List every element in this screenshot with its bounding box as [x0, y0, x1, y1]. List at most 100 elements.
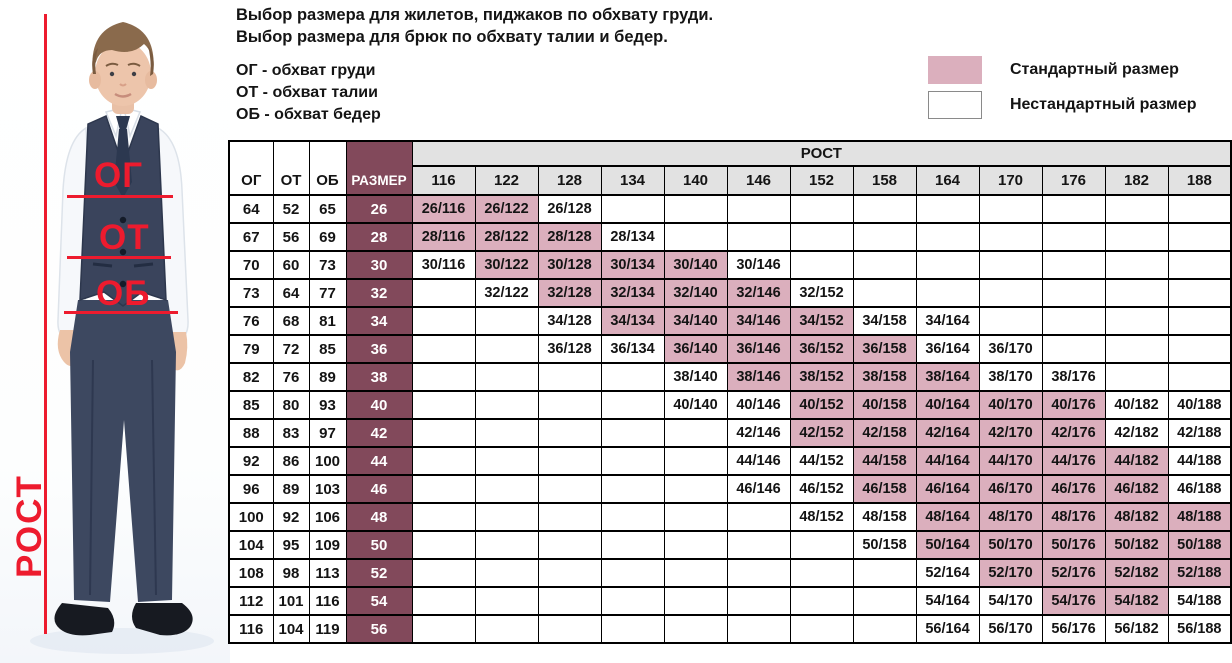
- empty-cell: [663, 530, 728, 560]
- empty-cell: [789, 530, 854, 560]
- combo-cell-36-134: 36/134: [600, 334, 665, 364]
- height-col-134: 134: [600, 165, 665, 196]
- empty-cell: [915, 278, 980, 308]
- empty-cell: [978, 194, 1043, 224]
- waist-value: 56: [272, 222, 310, 252]
- empty-cell: [1167, 334, 1232, 364]
- waist-value: 101: [272, 586, 310, 616]
- waist-value: 68: [272, 306, 310, 336]
- empty-cell: [1041, 250, 1106, 280]
- combo-cell-42-146: 42/146: [726, 418, 791, 448]
- col-header-size: РАЗМЕР: [345, 140, 413, 196]
- combo-cell-30-134: 30/134: [600, 250, 665, 280]
- empty-cell: [600, 474, 665, 504]
- right-ear: [145, 71, 157, 89]
- combo-cell-26-116: 26/116: [411, 194, 476, 224]
- empty-cell: [474, 334, 539, 364]
- empty-cell: [852, 278, 917, 308]
- hips-measure-line: [64, 311, 178, 314]
- size-row-32: 73 64 77 32 32/122 32/128 32/134 32/140 32/146 32…: [228, 278, 1232, 308]
- empty-cell: [411, 278, 476, 308]
- combo-cell-28-116: 28/116: [411, 222, 476, 252]
- empty-cell: [411, 558, 476, 588]
- size-row-46: 96 89 103 46 46/146 46/152 46/158 46/164 46/170 4…: [228, 474, 1232, 504]
- combo-cell-52-164: 52/164: [915, 558, 980, 588]
- combo-cell-36-164: 36/164: [915, 334, 980, 364]
- chest-value: 82: [228, 362, 274, 392]
- waist-label: ОТ: [99, 218, 150, 257]
- combo-cell-44-176: 44/176: [1041, 446, 1106, 476]
- size-row-54: 112 101 116 54 54/164 54/170 54/176 54/182 54/18…: [228, 586, 1232, 616]
- combo-cell-56-176: 56/176: [1041, 614, 1106, 644]
- chest-value: 73: [228, 278, 274, 308]
- combo-cell-38-140: 38/140: [663, 362, 728, 392]
- combo-cell-50-188: 50/188: [1167, 530, 1232, 560]
- waist-value: 104: [272, 614, 310, 644]
- boy-photo: [30, 22, 214, 654]
- chest-value: 92: [228, 446, 274, 476]
- size-row-36: 79 72 85 36 36/128 36/134 36/140 36/146 36/152 36…: [228, 334, 1232, 364]
- combo-cell-44-170: 44/170: [978, 446, 1043, 476]
- empty-cell: [978, 278, 1043, 308]
- empty-cell: [1104, 362, 1169, 392]
- combo-cell-30-146: 30/146: [726, 250, 791, 280]
- combo-cell-54-164: 54/164: [915, 586, 980, 616]
- size-value: 26: [345, 194, 413, 224]
- combo-cell-34-164: 34/164: [915, 306, 980, 336]
- height-col-164: 164: [915, 165, 980, 196]
- hips-value: 93: [308, 390, 347, 420]
- combo-cell-46-176: 46/176: [1041, 474, 1106, 504]
- empty-cell: [663, 502, 728, 532]
- combo-cell-36-146: 36/146: [726, 334, 791, 364]
- left-ear: [89, 71, 101, 89]
- empty-cell: [600, 586, 665, 616]
- combo-cell-56-164: 56/164: [915, 614, 980, 644]
- chest-value: 85: [228, 390, 274, 420]
- combo-cell-38-152: 38/152: [789, 362, 854, 392]
- combo-cell-48-164: 48/164: [915, 502, 980, 532]
- combo-cell-28-128: 28/128: [537, 222, 602, 252]
- abbr-chest: ОГ - обхват груди: [236, 62, 376, 79]
- empty-cell: [1041, 306, 1106, 336]
- size-value: 56: [345, 614, 413, 644]
- hips-value: 89: [308, 362, 347, 392]
- size-value: 44: [345, 446, 413, 476]
- empty-cell: [726, 586, 791, 616]
- combo-cell-50-176: 50/176: [1041, 530, 1106, 560]
- height-col-170: 170: [978, 165, 1043, 196]
- chest-value: 70: [228, 250, 274, 280]
- empty-cell: [915, 222, 980, 252]
- empty-cell: [1104, 194, 1169, 224]
- empty-cell: [537, 390, 602, 420]
- hips-value: 85: [308, 334, 347, 364]
- combo-cell-46-188: 46/188: [1167, 474, 1232, 504]
- combo-cell-32-146: 32/146: [726, 278, 791, 308]
- hips-value: 77: [308, 278, 347, 308]
- size-value: 54: [345, 586, 413, 616]
- size-value: 32: [345, 278, 413, 308]
- combo-cell-46-158: 46/158: [852, 474, 917, 504]
- size-value: 28: [345, 222, 413, 252]
- size-row-30: 70 60 73 30 30/116 30/122 30/128 30/134 30/140 30…: [228, 250, 1232, 280]
- empty-cell: [789, 586, 854, 616]
- standard-label: Стандартный размер: [1010, 61, 1179, 78]
- height-header-row: 116 122 128 134 140 146 152 158 164 170 176 182 188: [229, 165, 1232, 196]
- combo-cell-32-134: 32/134: [600, 278, 665, 308]
- empty-cell: [474, 306, 539, 336]
- empty-cell: [1104, 306, 1169, 336]
- empty-cell: [474, 530, 539, 560]
- combo-cell-40-140: 40/140: [663, 390, 728, 420]
- empty-cell: [663, 474, 728, 504]
- waist-value: 80: [272, 390, 310, 420]
- combo-cell-54-170: 54/170: [978, 586, 1043, 616]
- size-value: 46: [345, 474, 413, 504]
- empty-cell: [1167, 194, 1232, 224]
- empty-cell: [474, 586, 539, 616]
- combo-cell-32-128: 32/128: [537, 278, 602, 308]
- combo-cell-38-158: 38/158: [852, 362, 917, 392]
- combo-cell-40-182: 40/182: [1104, 390, 1169, 420]
- combo-cell-30-122: 30/122: [474, 250, 539, 280]
- size-table: ОГ ОТ ОБ РАЗМЕР РОСТ 116 122 128 134 140 146 1…: [228, 140, 1232, 644]
- empty-cell: [411, 446, 476, 476]
